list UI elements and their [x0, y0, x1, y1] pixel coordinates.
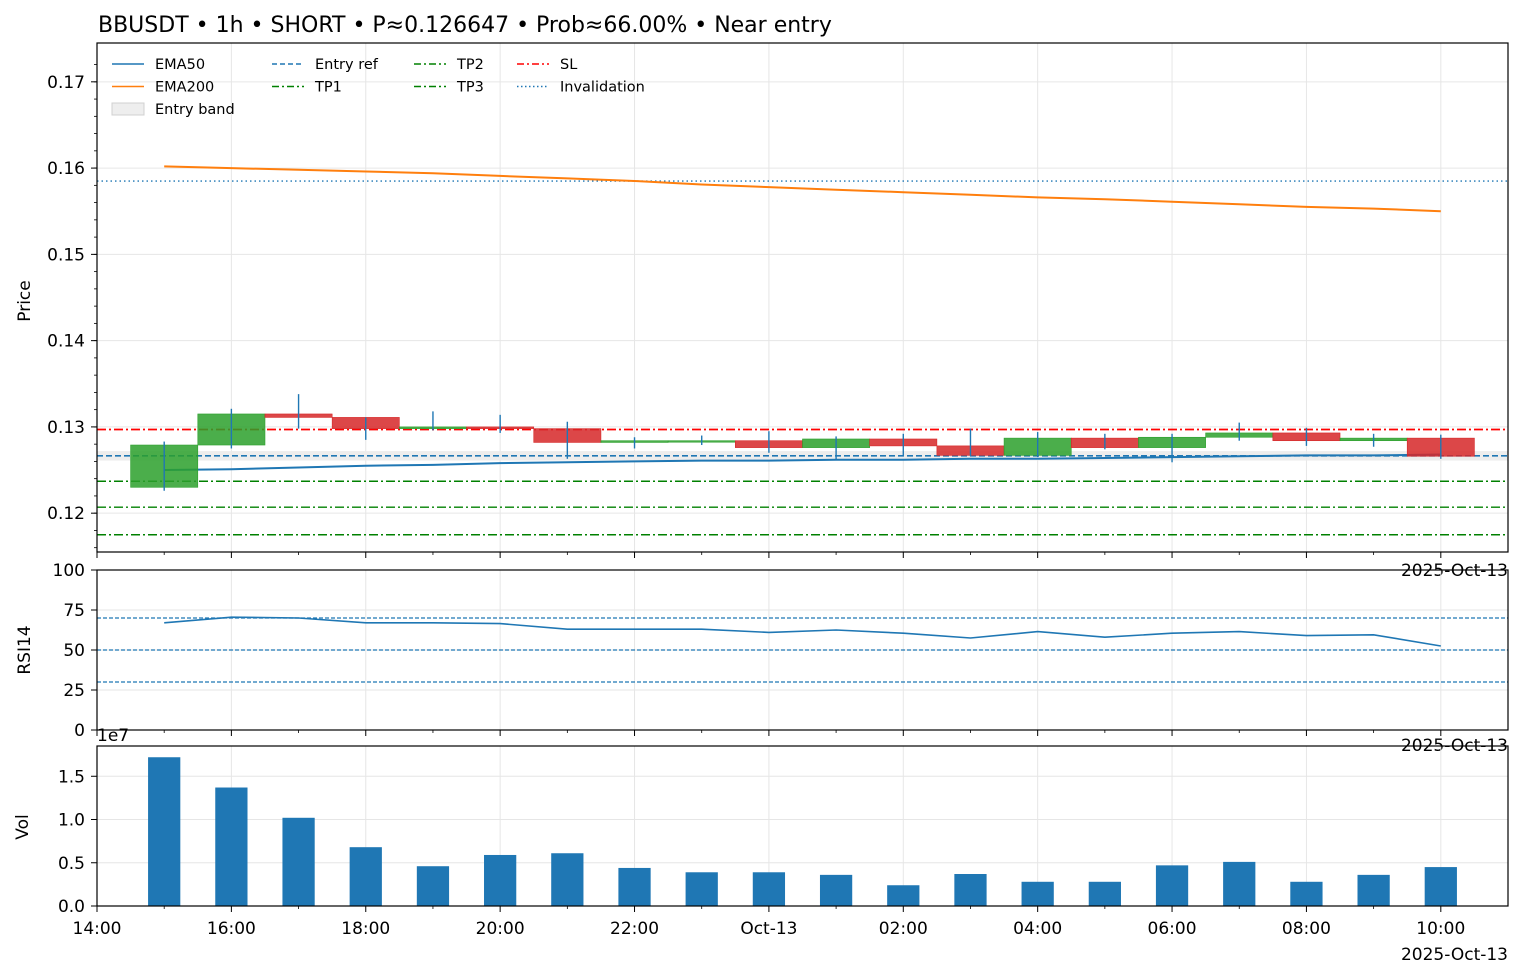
legend-swatch [111, 102, 145, 116]
volume-bar [618, 867, 651, 906]
legend-label: Invalidation [560, 80, 645, 96]
rsi-ylabel: RSI14 [15, 625, 35, 674]
volume-bar [954, 874, 987, 906]
rsi-ytick-label: 0 [74, 721, 85, 741]
price-ytick-label: 0.16 [47, 159, 85, 179]
volume-bar [416, 866, 450, 906]
chart-title: BBUSDT • 1h • SHORT • P≈0.126647 • Prob≈… [98, 13, 832, 38]
volume-bar [484, 854, 517, 906]
x-tick-label: 18:00 [341, 919, 390, 939]
ema200-line [164, 165, 1441, 213]
volume-bar [1088, 881, 1121, 906]
rsi-ytick-label: 75 [63, 601, 85, 621]
rsi-ytick-label: 25 [63, 681, 85, 701]
legend-label: Entry ref [315, 57, 379, 73]
legend-label: EMA200 [155, 80, 214, 96]
x-tick-label: 14:00 [73, 919, 122, 939]
volume-bar [1290, 881, 1323, 906]
price-ytick-label: 0.15 [47, 245, 85, 265]
rsi-line [164, 616, 1441, 647]
volume-bar [1357, 874, 1390, 906]
volume-bar [215, 787, 248, 906]
price-ytick-label: 0.13 [47, 418, 85, 438]
x-tick-label: 06:00 [1148, 919, 1197, 939]
price-panel: 0.12 0.13 0.14 0.15 0.16 0.17 Price EMA50 EMA2… [15, 42, 1509, 581]
volume-offset-label: 1e7 [97, 726, 129, 746]
x-tick-label: 22:00 [610, 919, 659, 939]
legend-label: Entry band [155, 102, 235, 118]
price-panel-frame [96, 42, 1509, 553]
volume-date-label: 2025-Oct-13 [1401, 945, 1508, 965]
x-tick-label: 10:00 [1416, 919, 1465, 939]
volume-bar [349, 847, 382, 906]
volume-bar [685, 872, 718, 906]
price-legend: EMA50 EMA200 Entry band Entry ref TP1 TP2 TP3 S… [111, 57, 645, 118]
rsi-panel: 0 25 50 75 100 RSI14 2025-Oct-13 [15, 561, 1509, 756]
x-tick-label: Oct-13 [740, 919, 797, 939]
legend-label: EMA50 [155, 57, 205, 73]
x-tick-label: 08:00 [1282, 919, 1331, 939]
price-ytick-label: 0.17 [47, 73, 85, 93]
legend-label: TP1 [314, 80, 342, 96]
volume-ytick-label: 0.0 [58, 897, 85, 917]
volume-bar [819, 874, 853, 906]
ema50-line [164, 453, 1441, 471]
volume-bar [1155, 865, 1189, 906]
volume-bar [282, 817, 315, 906]
volume-ylabel: Vol [13, 814, 33, 839]
volume-bar [551, 853, 584, 906]
volume-bar [1223, 861, 1256, 906]
legend-label: TP3 [456, 80, 484, 96]
volume-panel-frame [96, 745, 1509, 907]
volume-bar [1424, 867, 1457, 906]
rsi-ytick-label: 100 [53, 561, 85, 581]
volume-ytick-label: 1.5 [58, 767, 85, 787]
volume-ytick-label: 0.5 [58, 854, 85, 874]
legend-label: SL [560, 57, 577, 73]
x-tick-label: 02:00 [879, 919, 928, 939]
volume-ytick-label: 1.0 [58, 811, 85, 831]
price-ytick-label: 0.12 [47, 504, 85, 524]
volume-bar [752, 872, 786, 906]
legend-label: TP2 [456, 57, 484, 73]
volume-bar [148, 757, 181, 906]
volume-panel: 0.0 0.5 1.0 1.5 1e7 Vol 14:00 16:00 18:00 20:0… [13, 552, 1509, 965]
price-ylabel: Price [15, 280, 35, 321]
volume-bar [887, 885, 920, 906]
x-tick-label: 20:00 [476, 919, 525, 939]
x-tick-label: 16:00 [207, 919, 256, 939]
price-date-label: 2025-Oct-13 [1401, 561, 1508, 581]
rsi-ytick-label: 50 [63, 641, 85, 661]
price-ytick-label: 0.14 [47, 332, 85, 352]
volume-bar [1021, 881, 1054, 906]
x-tick-label: 04:00 [1013, 919, 1062, 939]
